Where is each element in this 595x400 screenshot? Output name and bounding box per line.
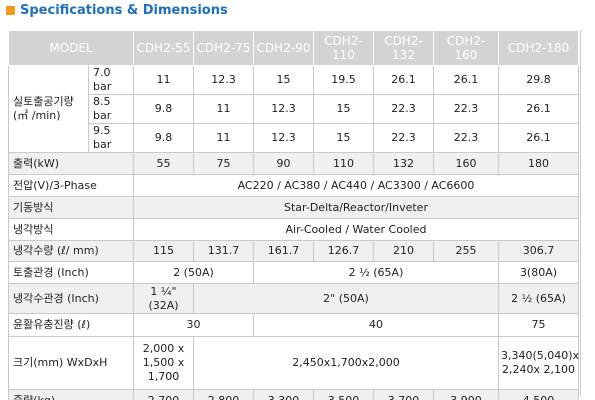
title-icon: [6, 6, 15, 15]
spec-row: 전압(V)/3-Phase AC220 / AC380 / AC440 / AC3…: [8, 174, 579, 197]
row-label: 냉각수량 (ℓ/ mm): [8, 240, 134, 262]
value-cell: 3,340(5,040)x 2,240x 2,100: [498, 336, 579, 390]
value-cell: 160: [433, 152, 499, 175]
pressure-label: 7.0 bar: [88, 65, 134, 95]
value-cell: 29.8: [498, 65, 579, 95]
value-cell: 90: [253, 152, 314, 175]
air-flow-row: 9.5 bar 9.8 11 12.3 15 22.3 22.3 26.1: [9, 123, 579, 153]
pressure-label: 9.5 bar: [88, 123, 134, 153]
value-cell: 9.8: [133, 123, 194, 153]
value-cell: 22.3: [373, 123, 434, 153]
row-label: 출력(kW): [8, 152, 134, 175]
spec-row: 윤활유충진량 (ℓ) 30 40 75: [8, 313, 579, 337]
value-cell: 4,500: [498, 389, 579, 400]
pressure-label: 8.5 bar: [88, 94, 134, 124]
row-label: 전압(V)/3-Phase: [8, 174, 134, 197]
value-cell: 40: [253, 313, 499, 337]
value-cell: 22.3: [433, 94, 499, 124]
value-cell: 2 (50A): [133, 261, 254, 284]
value-cell: 15: [313, 123, 374, 153]
value-cell: 3,700: [373, 389, 434, 400]
header-cell: CDH2-110: [313, 30, 374, 66]
row-label: 크기(mm) WxDxH: [8, 336, 134, 390]
spec-row: 냉각수량 (ℓ/ mm) 115 131.7 161.7 126.7 210 255 306.…: [8, 240, 579, 262]
value-cell: 30: [133, 313, 254, 337]
value-cell: 11: [133, 65, 194, 95]
value-cell: 1 ¼" (32A): [133, 283, 194, 314]
value-cell: 19.5: [313, 65, 374, 95]
spec-row: 기동방식 Star-Delta/Reactor/Inveter: [8, 196, 579, 219]
spec-table: MODEL CDH2-55 CDH2-75 CDH2-90 CDH2-110 CDH2-1…: [8, 30, 579, 400]
value-cell: 22.3: [373, 94, 434, 124]
value-cell: 132: [373, 152, 434, 175]
value-cell: 15: [253, 65, 314, 95]
row-label: 중량(kg): [8, 389, 134, 400]
air-flow-row: 실토출공기량 (㎥ /min) 7.0 bar 11 12.3 15 19.5 26.1 26…: [8, 65, 579, 153]
header-cell: CDH2-55: [133, 30, 194, 66]
header-cell: CDH2-180: [498, 30, 579, 66]
title-text: Specifications & Dimensions: [20, 3, 228, 18]
header-cell: CDH2-90: [253, 30, 314, 66]
value-cell: 11: [193, 94, 254, 124]
header-cell: CDH2-160: [433, 30, 499, 66]
value-cell: 3,900: [433, 389, 499, 400]
value-cell: 3(80A): [498, 261, 579, 284]
header-cell: CDH2-75: [193, 30, 254, 66]
value-cell: 11: [193, 123, 254, 153]
value-cell: 12.3: [253, 94, 314, 124]
spec-row: 크기(mm) WxDxH 2,000 x 1,500 x 1,700 2,450x1…: [8, 336, 579, 390]
value-cell: 9.8: [133, 94, 194, 124]
value-cell: 2 ½ (65A): [253, 261, 499, 284]
value-cell: 75: [498, 313, 579, 337]
value-cell: 26.1: [498, 94, 579, 124]
value-cell: Air-Cooled / Water Cooled: [133, 218, 579, 241]
value-cell: 55: [133, 152, 194, 175]
value-cell: 12.3: [193, 65, 254, 95]
air-flow-row: 8.5 bar 9.8 11 12.3 15 22.3 22.3 26.1: [9, 94, 579, 124]
value-cell: 3,500: [313, 389, 374, 400]
value-cell: 3,300: [253, 389, 314, 400]
row-label: 윤활유충진량 (ℓ): [8, 313, 134, 337]
value-cell: 210: [373, 240, 434, 262]
value-cell: AC220 / AC380 / AC440 / AC3300 / AC6600: [133, 174, 579, 197]
value-cell: 161.7: [253, 240, 314, 262]
value-cell: 26.1: [373, 65, 434, 95]
row-label: 냉각수관경 (Inch): [8, 283, 134, 314]
value-cell: Star-Delta/Reactor/Inveter: [133, 196, 579, 219]
section-title: Specifications & Dimensions: [6, 3, 228, 18]
value-cell: 255: [433, 240, 499, 262]
row-label: 실토출공기량 (㎥ /min): [8, 65, 89, 153]
row-label: 냉각방식: [8, 218, 134, 241]
spec-row: 중량(kg)2,7002,8003,3003,5003,7003,9004,50…: [8, 389, 579, 400]
value-cell: 26.1: [433, 65, 499, 95]
value-cell: 26.1: [498, 123, 579, 153]
value-cell: 15: [313, 94, 374, 124]
value-cell: 110: [313, 152, 374, 175]
value-cell: 22.3: [433, 123, 499, 153]
row-label: 기동방식: [8, 196, 134, 219]
value-cell: 12.3: [253, 123, 314, 153]
value-cell: 2,800: [193, 389, 254, 400]
value-cell: 180: [498, 152, 579, 175]
header-row: MODEL CDH2-55 CDH2-75 CDH2-90 CDH2-110 CDH2-1…: [8, 30, 579, 66]
value-cell: 306.7: [498, 240, 579, 262]
spec-row: 냉각수관경 (Inch) 1 ¼" (32A) 2" (50A) 2 ½ (65A): [8, 283, 579, 314]
value-cell: 2,000 x 1,500 x 1,700: [133, 336, 194, 390]
header-cell: CDH2-132: [373, 30, 434, 66]
value-cell: 2,700: [133, 389, 194, 400]
value-cell: 2" (50A): [193, 283, 499, 314]
value-cell: 131.7: [193, 240, 254, 262]
spec-row: 냉각방식 Air-Cooled / Water Cooled: [8, 218, 579, 241]
value-cell: 126.7: [313, 240, 374, 262]
row-label: 토출관경 (Inch): [8, 261, 134, 284]
value-cell: 2 ½ (65A): [498, 283, 579, 314]
spec-row: 출력(kW) 55 75 90 110 132 160 180: [8, 152, 579, 175]
scroll-edge: [580, 30, 581, 395]
value-cell: 75: [193, 152, 254, 175]
spec-row: 토출관경 (Inch) 2 (50A) 2 ½ (65A) 3(80A): [8, 261, 579, 284]
value-cell: 2,450x1,700x2,000: [193, 336, 499, 390]
value-cell: 115: [133, 240, 194, 262]
header-cell: MODEL: [8, 30, 134, 66]
